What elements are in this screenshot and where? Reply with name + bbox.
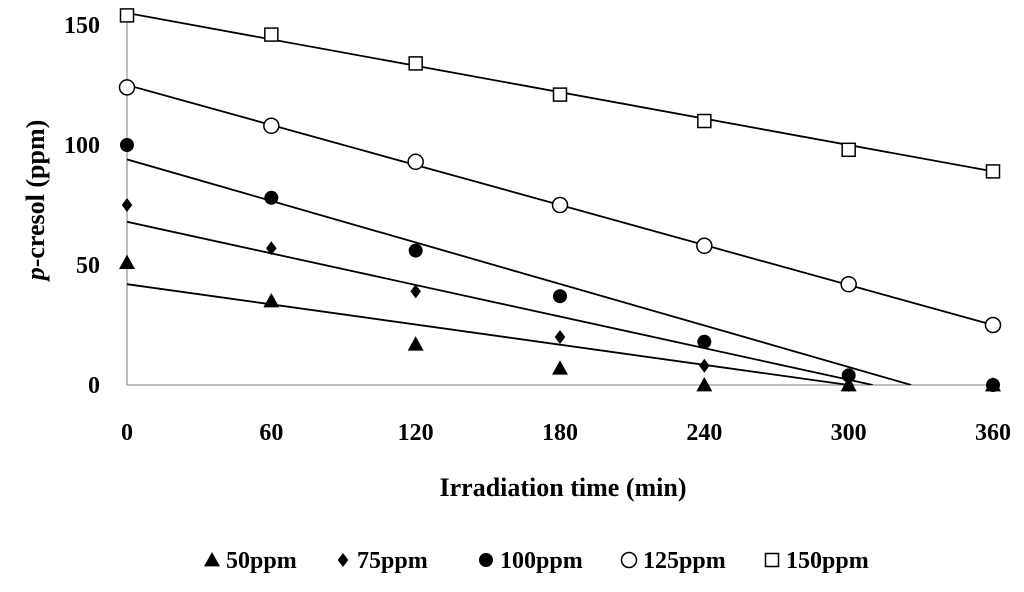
- point-150ppm: [552, 87, 568, 102]
- legend-label-125ppm: 125ppm: [643, 548, 726, 574]
- point-50ppm: [263, 293, 280, 308]
- y-tick-label: 100: [64, 133, 100, 159]
- point-150ppm: [408, 56, 423, 71]
- legend-label-50ppm: 50ppm: [226, 548, 297, 574]
- legend-label-150ppm: 150ppm: [786, 548, 869, 574]
- trendline-75ppm: [126, 220, 873, 385]
- y-tick-label: 150: [64, 13, 100, 39]
- point-150ppm: [985, 164, 1001, 179]
- point-100ppm: [697, 334, 712, 349]
- legend-marker-125ppm: [620, 551, 638, 569]
- legend-label-100ppm: 100ppm: [500, 548, 583, 574]
- point-125ppm: [407, 153, 424, 171]
- point-100ppm: [120, 138, 134, 152]
- x-tick-label: 180: [542, 420, 578, 446]
- point-150ppm: [841, 142, 856, 158]
- point-100ppm: [986, 378, 1000, 392]
- legend-marker-50ppm: [204, 552, 220, 567]
- legend-marker-150ppm: [764, 552, 780, 568]
- point-125ppm: [840, 275, 857, 293]
- point-75ppm: [699, 358, 710, 373]
- point-125ppm: [118, 79, 136, 96]
- y-tick-label: 0: [88, 373, 100, 399]
- point-125ppm: [984, 316, 1002, 334]
- point-75ppm: [266, 241, 277, 256]
- x-tick-label: 240: [686, 420, 722, 446]
- point-125ppm: [551, 196, 569, 214]
- legend-marker-100ppm: [479, 553, 493, 567]
- y-axis-title: p-cresol (ppm): [21, 120, 50, 283]
- trendline-100ppm: [126, 158, 912, 385]
- point-100ppm: [408, 243, 423, 258]
- x-tick-label: 0: [121, 420, 133, 446]
- x-tick-label: 120: [398, 420, 434, 446]
- point-50ppm: [696, 377, 713, 392]
- point-125ppm: [263, 117, 280, 135]
- point-50ppm: [407, 336, 424, 351]
- point-50ppm: [119, 254, 135, 269]
- legend-label-75ppm: 75ppm: [357, 548, 428, 574]
- point-75ppm: [410, 284, 421, 299]
- x-tick-label: 360: [975, 420, 1011, 446]
- point-100ppm: [553, 289, 567, 304]
- axes: 0 60 120 180 240 300 360 0 50 100 150: [64, 13, 1011, 446]
- point-150ppm: [697, 113, 712, 129]
- data-points: [118, 8, 1002, 392]
- y-tick-label: 50: [76, 253, 100, 279]
- point-100ppm: [841, 368, 856, 383]
- x-tick-label: 300: [831, 420, 867, 446]
- legend-marker-75ppm: [337, 553, 349, 567]
- point-150ppm: [264, 27, 279, 42]
- trendline-50ppm: [126, 283, 849, 385]
- point-75ppm: [121, 198, 133, 212]
- point-100ppm: [264, 190, 279, 205]
- point-50ppm: [552, 360, 568, 375]
- x-axis-title: Irradiation time (min): [440, 473, 687, 502]
- axis-labels: Irradiation time (min) p-cresol (ppm): [21, 120, 686, 502]
- point-150ppm: [119, 8, 135, 23]
- point-125ppm: [696, 237, 713, 255]
- y-axis-title-rest: -cresol (ppm): [21, 120, 50, 268]
- legend: 50ppm 75ppm 100ppm 125ppm 150ppm: [204, 548, 869, 574]
- point-75ppm: [554, 330, 566, 344]
- x-tick-label: 60: [259, 420, 283, 446]
- y-axis-title-italic: p: [21, 267, 50, 282]
